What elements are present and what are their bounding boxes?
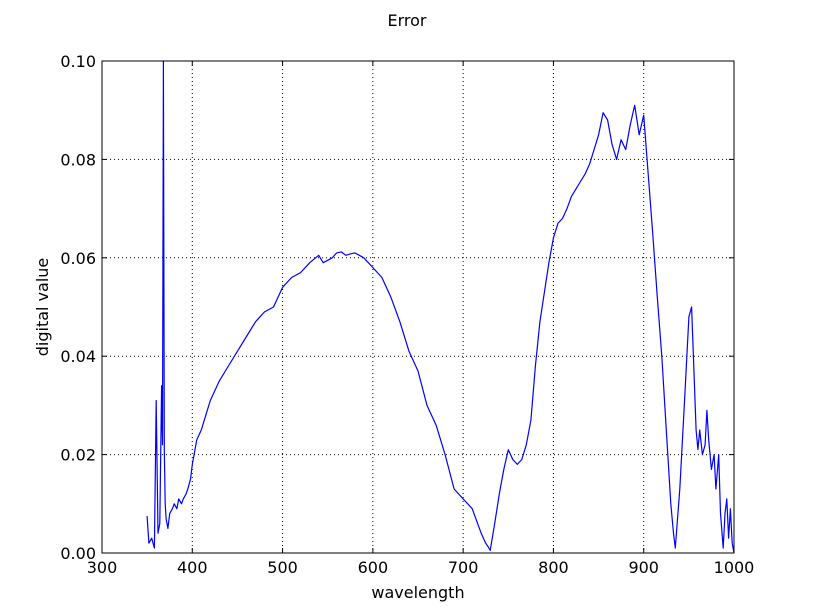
x-tick-label: 900 <box>628 558 659 577</box>
y-tick-labels: 0.00 0.02 0.04 0.06 0.08 0.10 <box>60 52 96 563</box>
x-tick-label: 300 <box>87 558 118 577</box>
y-axis-title: digital value <box>33 258 52 357</box>
x-tick-label: 700 <box>448 558 479 577</box>
y-tick-label: 0.06 <box>60 249 96 268</box>
chart-title: Error <box>388 11 427 30</box>
x-axis-title: wavelength <box>371 583 464 602</box>
series-group <box>146 60 735 554</box>
plot-frame <box>101 60 735 554</box>
x-tick-label: 800 <box>538 558 569 577</box>
y-tick-label: 0.10 <box>60 52 96 71</box>
y-tick-label: 0.08 <box>60 150 96 169</box>
x-tick-label: 600 <box>358 558 389 577</box>
y-tick-label: 0.04 <box>60 347 96 366</box>
y-tick-label: 0.02 <box>60 446 96 465</box>
y-tick-label: 0.00 <box>60 544 96 563</box>
ticks <box>101 60 735 554</box>
x-tick-label: 500 <box>267 558 298 577</box>
x-tick-label: 1000 <box>714 558 755 577</box>
x-tick-labels: 300 400 500 600 700 800 900 1000 <box>87 558 755 577</box>
grid <box>102 61 734 553</box>
series-line-0 <box>146 60 735 554</box>
x-tick-label: 400 <box>177 558 208 577</box>
